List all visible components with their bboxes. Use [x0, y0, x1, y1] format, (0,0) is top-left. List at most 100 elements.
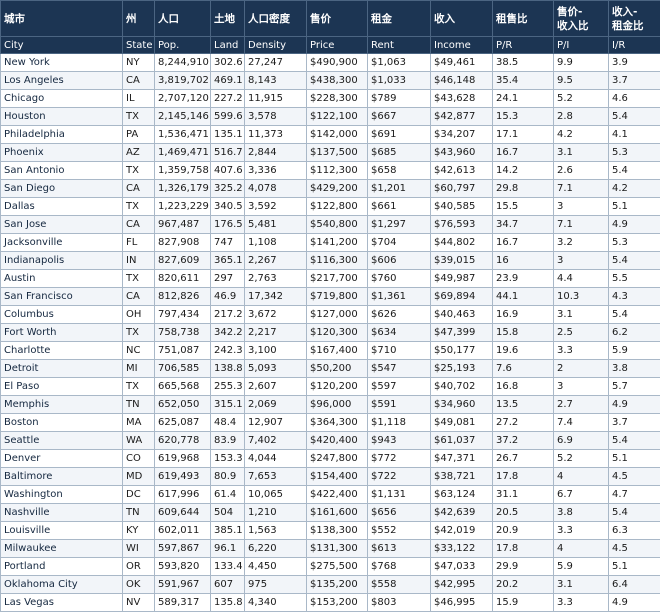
cell-ir: 3.7: [609, 414, 660, 432]
cell-city: Boston: [1, 414, 123, 432]
cell-rent: $1,131: [368, 486, 431, 504]
cell-price: $112,300: [307, 162, 368, 180]
cell-density: 11,915: [245, 90, 307, 108]
cell-rent: $656: [368, 504, 431, 522]
cell-city: Portland: [1, 558, 123, 576]
cell-pr: 37.2: [493, 432, 554, 450]
cell-population: 591,967: [155, 576, 211, 594]
cell-land: 133.4: [211, 558, 245, 576]
cell-city: Columbus: [1, 306, 123, 324]
cell-density: 12,907: [245, 414, 307, 432]
cell-price: $247,800: [307, 450, 368, 468]
cell-rent: $606: [368, 252, 431, 270]
cell-population: 706,585: [155, 360, 211, 378]
cell-population: 620,778: [155, 432, 211, 450]
cell-rent: $691: [368, 126, 431, 144]
cell-pr: 38.5: [493, 54, 554, 72]
cell-state: DC: [123, 486, 155, 504]
header-en-state: State: [123, 37, 155, 54]
cell-land: 153.3: [211, 450, 245, 468]
cell-rent: $552: [368, 522, 431, 540]
cell-price: $135,200: [307, 576, 368, 594]
cell-density: 4,044: [245, 450, 307, 468]
cell-city: Austin: [1, 270, 123, 288]
header-zh-land: 土地: [211, 1, 245, 37]
cell-price: $127,000: [307, 306, 368, 324]
cell-pr: 16.7: [493, 144, 554, 162]
cell-state: TX: [123, 324, 155, 342]
cell-city: Detroit: [1, 360, 123, 378]
cell-rent: $1,201: [368, 180, 431, 198]
cell-price: $429,200: [307, 180, 368, 198]
cell-ir: 4.1: [609, 126, 660, 144]
cell-land: 407.6: [211, 162, 245, 180]
cell-ir: 4.6: [609, 90, 660, 108]
cell-income: $47,371: [431, 450, 493, 468]
cell-pi: 9.9: [554, 54, 609, 72]
cell-rent: $667: [368, 108, 431, 126]
cell-pi: 3.3: [554, 522, 609, 540]
cell-land: 599.6: [211, 108, 245, 126]
cell-ir: 4.9: [609, 396, 660, 414]
cell-pr: 17.1: [493, 126, 554, 144]
cell-pr: 17.8: [493, 540, 554, 558]
header-zh-population: 人口: [155, 1, 211, 37]
cell-city: Charlotte: [1, 342, 123, 360]
cell-price: $96,000: [307, 396, 368, 414]
header-row-chinese: 城市州人口土地人口密度售价租金收入租售比售价- 收入比收入- 租金比: [1, 1, 660, 37]
cell-income: $46,995: [431, 594, 493, 612]
cell-state: MD: [123, 468, 155, 486]
cell-density: 3,672: [245, 306, 307, 324]
cell-state: CA: [123, 72, 155, 90]
cell-population: 820,611: [155, 270, 211, 288]
cell-pr: 15.9: [493, 594, 554, 612]
header-zh-density: 人口密度: [245, 1, 307, 37]
cell-density: 3,100: [245, 342, 307, 360]
cell-city: San Jose: [1, 216, 123, 234]
cell-state: OK: [123, 576, 155, 594]
cell-pi: 3.1: [554, 306, 609, 324]
cell-city: Fort Worth: [1, 324, 123, 342]
cell-population: 2,145,146: [155, 108, 211, 126]
cell-income: $42,995: [431, 576, 493, 594]
cell-state: TN: [123, 504, 155, 522]
cell-density: 4,340: [245, 594, 307, 612]
cell-population: 1,359,758: [155, 162, 211, 180]
cell-pi: 5.9: [554, 558, 609, 576]
cell-rent: $1,033: [368, 72, 431, 90]
cell-state: NY: [123, 54, 155, 72]
cell-ir: 5.4: [609, 504, 660, 522]
cell-pr: 15.3: [493, 108, 554, 126]
cell-ir: 4.3: [609, 288, 660, 306]
cell-ir: 5.3: [609, 144, 660, 162]
cell-income: $43,960: [431, 144, 493, 162]
cell-city: Los Angeles: [1, 72, 123, 90]
cell-price: $137,500: [307, 144, 368, 162]
cell-city: New York: [1, 54, 123, 72]
cell-income: $44,802: [431, 234, 493, 252]
cell-pi: 2.7: [554, 396, 609, 414]
cell-land: 504: [211, 504, 245, 522]
cell-ir: 3.8: [609, 360, 660, 378]
cell-pi: 2: [554, 360, 609, 378]
cell-price: $120,200: [307, 378, 368, 396]
cell-city: San Antonio: [1, 162, 123, 180]
cell-pi: 2.6: [554, 162, 609, 180]
cell-income: $34,960: [431, 396, 493, 414]
cell-population: 827,609: [155, 252, 211, 270]
cell-density: 975: [245, 576, 307, 594]
header-zh-ir: 收入- 租金比: [609, 1, 660, 37]
cell-population: 609,644: [155, 504, 211, 522]
cell-ir: 6.4: [609, 576, 660, 594]
cell-rent: $591: [368, 396, 431, 414]
cell-state: NC: [123, 342, 155, 360]
